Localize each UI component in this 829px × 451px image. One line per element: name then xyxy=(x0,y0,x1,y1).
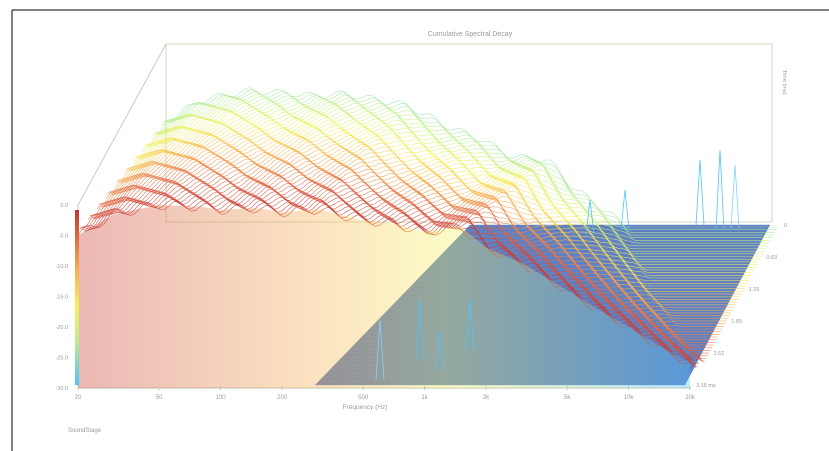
spike-mark xyxy=(415,299,425,361)
footer-text: SoundStage xyxy=(68,428,102,434)
x-tick-label: 10k xyxy=(624,395,635,401)
x-tick-label: 20k xyxy=(685,395,696,401)
z-tick-label: 3.15 ms xyxy=(696,383,716,389)
decay-trace xyxy=(158,97,771,241)
decay-trace xyxy=(151,106,764,255)
decay-trace xyxy=(140,120,754,273)
y-tick-label: 0.0 xyxy=(60,203,68,209)
x-tick-label: 1k xyxy=(421,395,428,401)
x-tick-label: 500 xyxy=(358,395,369,401)
z-tick-label: 1.26 xyxy=(749,287,760,293)
decay-trace xyxy=(138,122,751,279)
y-tick-label: -5.0 xyxy=(59,234,68,240)
x-tick-label: 5k xyxy=(564,395,571,401)
z-tick-label: 2.52 xyxy=(714,351,725,357)
spike-mark xyxy=(695,159,705,226)
chart-title: Cumulative Spectral Decay xyxy=(428,31,513,38)
decay-trace xyxy=(149,108,762,257)
y-tick-label: -10.0 xyxy=(55,264,68,270)
x-axis-label: Frequency (Hz) xyxy=(343,404,388,411)
decay-trace xyxy=(135,127,748,284)
waterfall-traces xyxy=(77,87,778,388)
decay-trace xyxy=(161,93,774,236)
decay-spikes xyxy=(375,149,740,381)
y-tick-label: -30.0 xyxy=(55,386,68,392)
x-tick-label: 20 xyxy=(75,395,82,401)
depth-edge-top xyxy=(77,43,167,206)
spike-mark xyxy=(375,319,385,381)
z-axis-label: Time (ms) xyxy=(781,70,787,95)
decay-trace xyxy=(132,131,745,289)
decay-trace xyxy=(95,178,708,357)
decay-trace xyxy=(104,167,717,340)
x-tick-labels: 20 50 100 200 500 1k 2k 5k 10k 20k xyxy=(75,386,696,401)
spike-mark xyxy=(585,199,595,236)
spike-mark xyxy=(715,149,725,231)
y-tick-labels: 0.0 -5.0 -10.0 -15.0 -20.0 -25.0 -30.0 xyxy=(55,203,68,392)
decay-trace xyxy=(86,189,699,365)
z-tick-label: 1.89 xyxy=(731,319,742,325)
decay-trace xyxy=(164,89,777,230)
spike-mark xyxy=(465,299,475,351)
spike-mark xyxy=(435,329,445,371)
y-tick-label: -25.0 xyxy=(55,356,68,362)
x-tick-label: 100 xyxy=(216,395,227,401)
y-tick-label: -20.0 xyxy=(55,325,68,331)
decay-trace xyxy=(92,181,705,362)
x-tick-label: 50 xyxy=(156,395,163,401)
decay-trace xyxy=(129,134,742,295)
spike-mark xyxy=(730,164,740,229)
z-tick-label: 0.63 xyxy=(766,255,777,261)
decay-trace xyxy=(82,194,695,365)
z-tick-label: 0 xyxy=(784,223,787,229)
spike-mark xyxy=(620,189,630,231)
y-tick-label: -15.0 xyxy=(55,295,68,301)
decay-trace xyxy=(107,163,720,335)
z-tick-labels: 0 0.63 1.26 1.89 2.52 3.15 ms xyxy=(696,223,787,389)
decay-trace xyxy=(110,158,723,330)
decay-trace xyxy=(123,142,736,306)
decay-trace xyxy=(133,129,746,287)
x-tick-label: 200 xyxy=(277,395,288,401)
decay-trace xyxy=(89,185,702,360)
x-tick-label: 2k xyxy=(483,395,490,401)
decay-trace xyxy=(142,118,755,271)
colorbar xyxy=(75,210,79,385)
front-surface xyxy=(78,205,690,388)
decay-trace xyxy=(101,169,714,346)
decay-trace xyxy=(159,95,773,238)
